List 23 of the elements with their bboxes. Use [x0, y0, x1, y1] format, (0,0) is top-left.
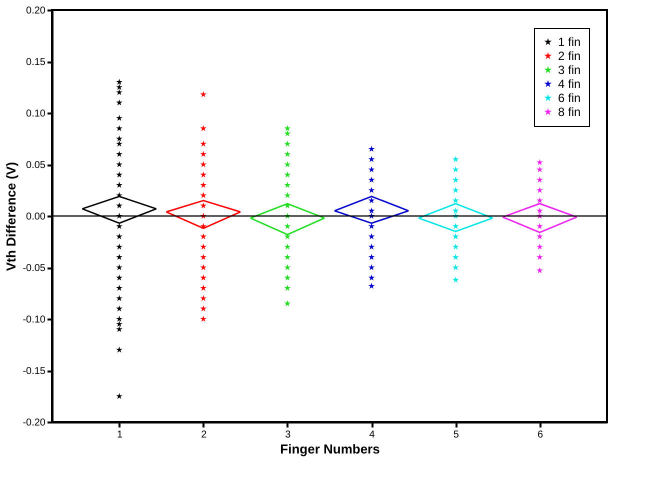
x-axis-title: Finger Numbers: [280, 442, 380, 456]
legend-label: 4 fin: [558, 77, 581, 91]
legend-label: 8 fin: [558, 105, 581, 119]
x-tick-label: 3: [285, 430, 292, 440]
x-tick-label: 2: [201, 430, 208, 440]
y-tick-label: -0.10: [22, 314, 46, 326]
y-tick-label: 0.00: [26, 212, 46, 222]
x-tick-label: 6: [537, 430, 544, 440]
y-tick-label: -0.15: [22, 366, 46, 377]
legend-label: 2 fin: [558, 49, 581, 63]
x-tick-label: 5: [453, 430, 460, 440]
y-tick-label: 0.10: [26, 108, 46, 120]
x-tick-label: 4: [369, 430, 376, 440]
y-tick-label: 0.15: [26, 57, 46, 68]
legend-label: 3 fin: [558, 63, 581, 77]
legend-label: 6 fin: [558, 91, 581, 105]
y-tick-label: -0.05: [22, 263, 46, 274]
y-axis-title: Vth Difference (V): [4, 162, 19, 272]
y-tick-label: -0.20: [22, 418, 46, 428]
y-tick-label: 0.05: [26, 160, 46, 171]
x-tick-label: 1: [116, 430, 123, 440]
y-tick-label: 0.20: [26, 6, 46, 16]
legend-label: 1 fin: [558, 35, 581, 49]
